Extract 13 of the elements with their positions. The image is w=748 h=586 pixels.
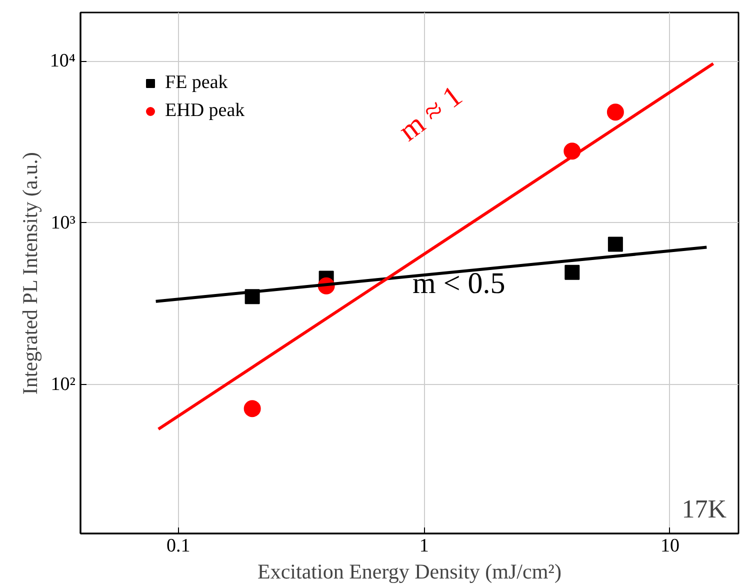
x-axis-title: Excitation Energy Density (mJ/cm²) — [258, 560, 562, 584]
x-tick-label: 10 — [660, 536, 680, 556]
annotation: m < 0.5 — [412, 267, 506, 300]
x-tick-label: 0.1 — [166, 536, 190, 556]
legend-label: FE peak — [165, 72, 228, 94]
annotation: m ≈ 1 — [392, 79, 468, 148]
x-tick-label: 1 — [419, 536, 429, 556]
y-tick-label: 10² — [50, 374, 76, 396]
y-axis-title: Integrated PL Intensity (a.u.) — [18, 152, 42, 395]
y-tick-label: 10⁴ — [50, 50, 76, 72]
legend-label: EHD peak — [165, 100, 245, 122]
y-tick-label: 10³ — [50, 212, 76, 234]
annotation: 17K — [682, 494, 727, 524]
